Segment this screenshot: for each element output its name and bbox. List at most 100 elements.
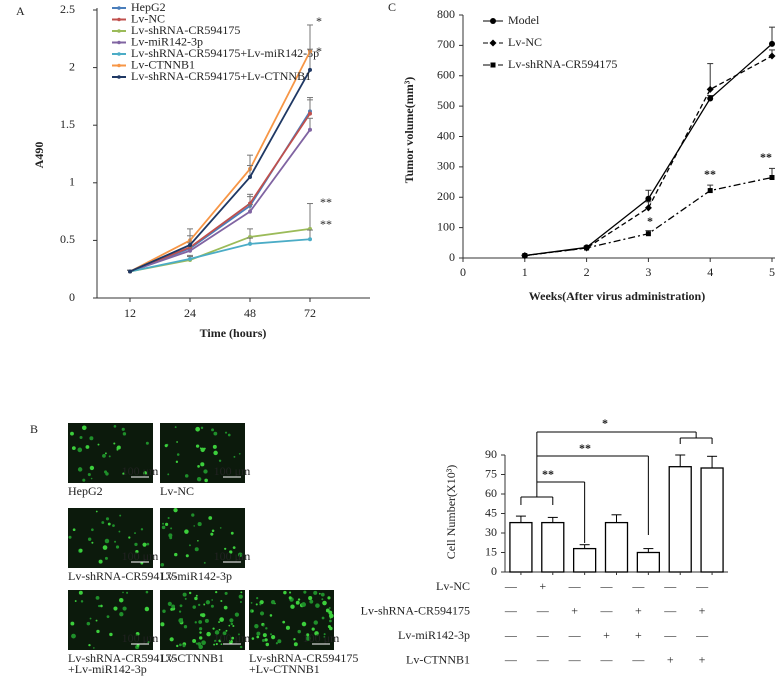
cell [86,621,91,626]
cell [213,431,218,436]
cell [80,600,84,603]
cell [200,462,205,467]
cell [72,528,76,532]
cell [200,426,204,430]
cell [204,478,208,483]
cell [102,453,106,458]
treatment-sign: — [631,579,645,593]
cell [218,639,222,643]
cell [259,600,264,605]
cell [256,635,260,639]
x-tick-label: 48 [244,306,256,320]
cell [212,627,215,630]
legend-marker [489,39,497,47]
cell [122,591,124,594]
legend-marker [117,75,121,79]
cell [113,425,117,428]
treatment-sign: + [539,579,546,593]
cell [95,619,98,622]
cell [321,598,324,601]
x-tick-label: 12 [124,306,136,320]
panel-label: A [16,4,25,18]
point [308,237,312,242]
cell [175,460,179,463]
cell [233,455,236,458]
scale-bar-label: 100 μm [122,464,159,478]
legend-label: Lv-CTNNB1 [131,57,195,71]
y-tick-label: 700 [437,37,455,51]
cell [214,630,220,635]
cell [306,636,309,639]
y-tick-label: 100 [437,219,455,233]
cell [313,620,318,625]
cell [89,465,95,471]
legend-marker [117,63,121,68]
cell [290,604,295,609]
significance: * [602,416,608,430]
cell [308,596,313,601]
point [769,175,775,181]
cell [197,522,202,527]
panel-label: B [30,422,38,436]
cell [98,559,103,564]
x-tick-label: 1 [522,265,528,279]
cell [210,604,214,608]
point [522,253,528,259]
y-tick-label: 45 [485,505,497,519]
cell [179,604,183,608]
cell [176,453,180,456]
cell [230,622,234,626]
cell [204,618,209,623]
cell [89,436,94,441]
cell [145,590,149,594]
cell [74,600,77,602]
cell [113,442,116,445]
y-axis-label: Cell Number(X10³) [444,465,458,560]
series-line [129,129,311,273]
y-tick-label: 600 [437,68,455,82]
cell [224,591,228,595]
cell [79,436,83,440]
treatment-sign: + [571,603,578,617]
series-line [129,113,311,273]
cell [108,455,111,458]
cell [254,623,259,629]
treatment-sign: — [695,579,709,593]
y-tick-label: 15 [485,544,497,558]
caption: +Lv-CTNNB1 [249,662,320,676]
row-label: Lv-CTNNB1 [406,652,470,666]
cell [315,603,320,608]
cell [328,613,334,619]
cell [230,531,234,535]
cell [227,433,231,437]
cell [265,627,268,630]
x-tick-label: 0 [460,265,466,279]
bar [604,521,629,573]
cell [228,624,231,627]
cell [82,478,86,482]
cell [173,508,178,513]
cell [205,600,211,605]
series-line [129,69,311,273]
treatment-sign: + [667,652,674,666]
cell [104,556,108,560]
cell [174,426,177,429]
significance: * [316,44,322,58]
cell [282,620,286,624]
point [644,204,652,212]
cell [140,528,144,531]
treatment-sign: — [504,628,518,642]
cell [88,643,91,647]
cell [259,611,265,616]
cell [271,635,276,640]
treatment-sign: — [568,652,582,666]
cell [237,552,243,558]
cell [322,600,327,606]
cell [114,540,117,543]
cell [198,627,203,631]
cell [203,469,208,474]
cell [234,612,240,617]
point [707,95,714,102]
cell [112,524,115,527]
